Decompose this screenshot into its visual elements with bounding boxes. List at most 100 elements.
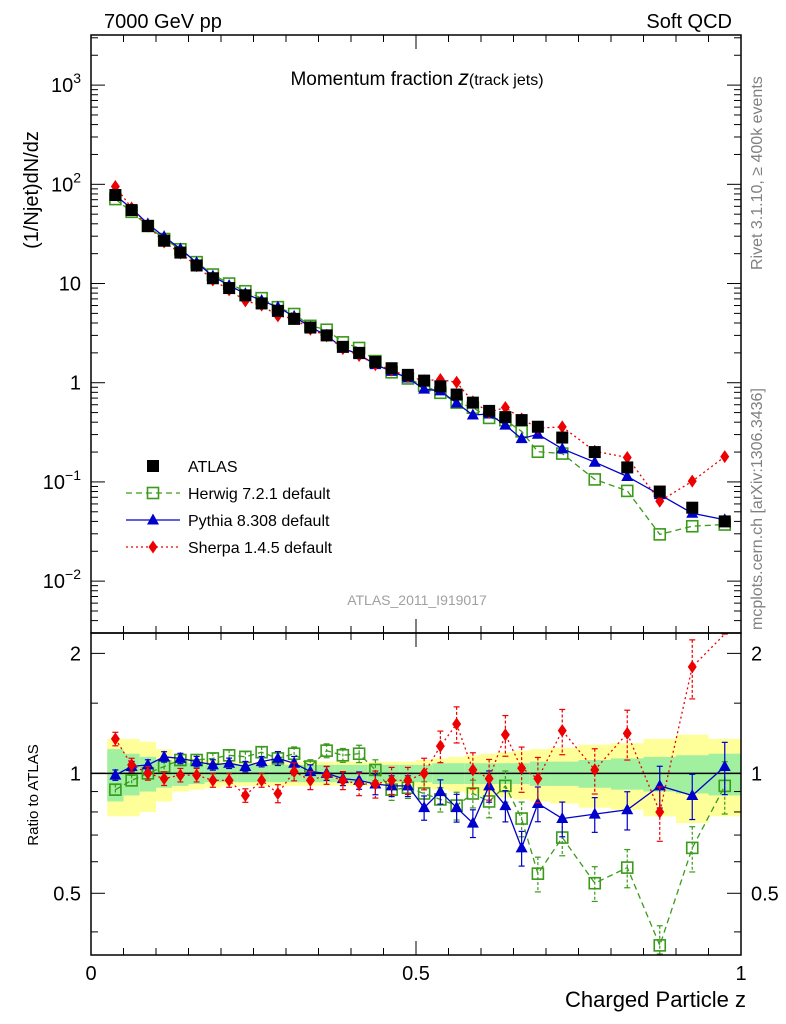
sherpa-ratio-point [208,773,218,787]
ratio-tick-label: 2 [70,643,81,665]
y-tick-label: 103 [51,70,81,97]
sherpa-point [720,450,730,464]
y-axis-label: (1/Njet)dN/dz [21,131,43,249]
y-tick-label: 10−2 [43,566,81,593]
sherpa-ratio-point [452,717,462,731]
herwig-ratio-point [588,876,602,890]
pythia-ratio-point [718,760,731,772]
pythia-ratio-point [466,816,479,828]
sherpa-point [557,420,567,434]
sherpa-point [687,474,697,488]
pythia-ratio-point [174,751,187,763]
atlas-point [158,234,171,247]
legend-marker-sherpa [148,540,158,554]
atlas-point [353,346,366,359]
sherpa-point [655,494,665,508]
atlas-point [621,461,634,474]
atlas-point [304,321,317,334]
legend-marker-pythia [147,513,159,525]
legend: ATLAS Herwig 7.2.1 default Pythia 8.308 de… [126,459,333,557]
analysis-tag: ATLAS_2011_I919017 [347,592,487,608]
pythia-point [588,455,601,467]
sherpa-ratio-point [687,660,697,674]
atlas-point [515,414,528,427]
pythia-ratio-point [304,765,317,777]
herwig-ratio-point [653,939,667,952]
sherpa-point [452,375,462,389]
x-tick-label: 0 [85,963,96,985]
herwig-ratio-point [515,812,528,825]
energy-label: 7000 GeV pp [104,11,222,33]
sherpa-ratio-point [387,773,397,787]
pythia-ratio-point [556,812,569,824]
sherpa-ratio-point [354,777,364,791]
pythia-ratio-point [271,751,284,763]
atlas-point [418,374,431,387]
sherpa-ratio-point [435,739,445,753]
sherpa-ratio-point [655,805,665,819]
legend-marker-herwig [146,486,160,500]
pythia-point [450,396,463,408]
y-tick-label: 102 [51,169,81,196]
atlas-point [401,368,414,381]
pythia-ratio-point [223,756,236,768]
pythia-ratio-point [255,755,268,767]
legend-label-pythia: Pythia 8.308 default [188,513,330,530]
sherpa-ratio-point [338,773,348,787]
sherpa-ratio-point [305,773,315,787]
atlas-point [255,297,268,310]
x-axis-label: Charged Particle z [565,987,746,1012]
ratio-tick-label: 1 [70,763,81,785]
herwig-ratio-point [685,841,699,855]
sherpa-point [500,401,510,415]
atlas-point [109,189,122,202]
herwig-ratio-point [336,748,350,762]
herwig-main-line [114,198,725,536]
atlas-point [288,312,301,325]
sherpa-ratio-point [159,772,169,786]
sherpa-ratio-point [273,786,283,800]
sherpa-ratio-point [370,777,380,791]
pythia-ratio-point [686,788,699,800]
atlas-point [483,404,496,417]
atlas-point [718,515,731,528]
pythia-ratio-point [434,785,447,797]
chart-title-main: Momentum fraction [290,69,458,90]
pythia-ratio-point [499,799,512,811]
sherpa-ratio-point [557,724,567,738]
sherpa-ratio-point [533,772,543,786]
sherpa-ratio-point [110,732,120,746]
ratio-tick-label-right: 1 [751,763,762,785]
atlas-point [369,355,382,368]
pythia-ratio-point [621,803,634,815]
category-label: Soft QCD [646,11,732,33]
x-tick-label: 0.5 [402,963,430,985]
atlas-point [466,396,479,409]
rivet-version-label: Rivet 3.1.10, ≥ 400k events [749,76,766,270]
sherpa-ratio-point [590,763,600,777]
herwig-ratio-point [620,861,634,874]
pythia-point [466,408,479,420]
herwig-ratio-point [125,774,138,787]
atlas-point [271,304,284,317]
ratio-tick-label-right: 2 [751,643,762,665]
sherpa-ratio-point [517,761,527,775]
sherpa-ratio-point [403,773,413,787]
atlas-point [336,340,349,353]
atlas-point [223,282,236,295]
y-tick-label: 10 [59,274,81,296]
atlas-point [385,362,398,375]
atlas-point [653,485,666,498]
atlas-point [531,420,544,433]
atlas-point [450,388,463,401]
sherpa-point [622,450,632,464]
sherpa-main-line [114,186,726,503]
uncertainty-bands [91,734,741,824]
pythia-ratio-point [588,807,601,819]
pythia-ratio-point [418,801,431,813]
atlas-point [141,220,154,233]
sherpa-ratio-point [224,773,234,787]
sherpa-ratio-point [289,765,299,779]
herwig-ratio-point [320,744,333,757]
